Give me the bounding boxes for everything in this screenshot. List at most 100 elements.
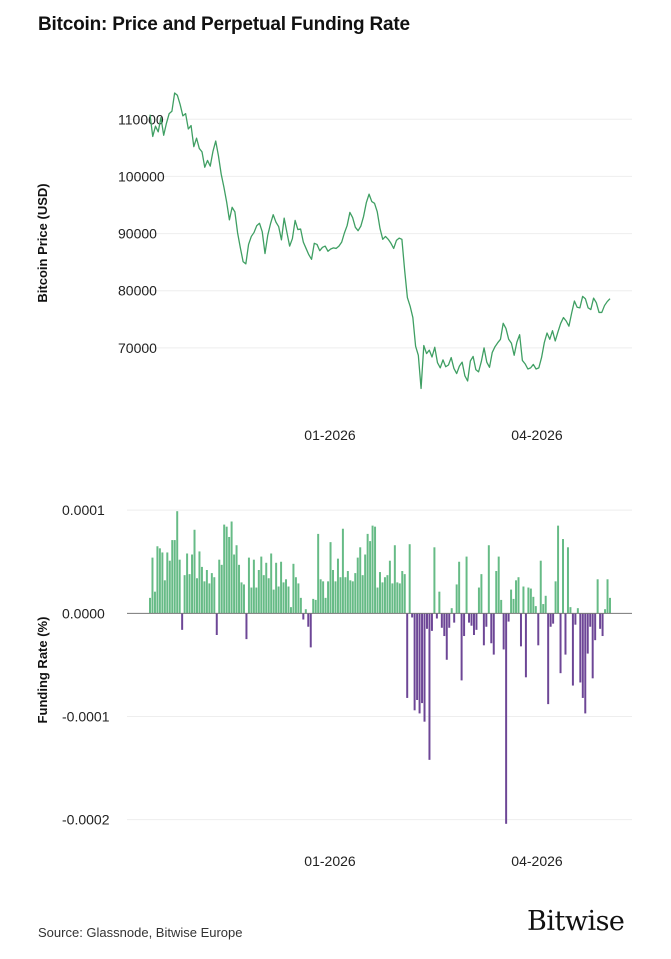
funding-bar-negative — [552, 613, 555, 624]
funding-bar-negative — [524, 613, 527, 678]
funding-bar-positive — [517, 577, 520, 614]
funding-bar-negative — [599, 613, 602, 629]
funding-bar-positive — [576, 608, 579, 614]
funding-bar-negative — [549, 613, 552, 627]
funding-bar-negative — [416, 613, 419, 700]
funding-bar-negative — [430, 613, 433, 631]
funding-bar-positive — [161, 552, 164, 614]
funding-bar-positive — [359, 547, 362, 614]
funding-bar-positive — [168, 560, 171, 614]
funding-bar-negative — [502, 613, 505, 650]
funding-bar-negative — [448, 613, 451, 628]
funding-bar-positive — [183, 575, 186, 614]
funding-bar-positive — [349, 580, 352, 614]
funding-bar-positive — [213, 577, 216, 614]
price-y-tick-label: 70000 — [118, 340, 157, 356]
funding-bar-positive — [267, 578, 270, 614]
funding-bar-positive — [151, 557, 154, 614]
funding-bar-negative — [443, 613, 446, 637]
funding-bar-positive — [500, 599, 503, 614]
source-note: Source: Glassnode, Bitwise Europe — [38, 925, 243, 940]
funding-bar-positive — [510, 589, 513, 614]
funding-bar-negative — [505, 613, 508, 824]
funding-bar-positive — [609, 597, 611, 614]
funding-bar-positive — [191, 554, 194, 614]
funding-bar-positive — [512, 598, 515, 614]
funding-bar-positive — [356, 557, 359, 614]
chart-title: Bitcoin: Price and Perpetual Funding Rat… — [38, 14, 410, 35]
price-y-axis-label: Bitcoin Price (USD) — [35, 183, 50, 302]
funding-bar-positive — [450, 608, 453, 614]
funding-bar-positive — [374, 526, 377, 614]
funding-bar-positive — [391, 583, 394, 614]
funding-bar-negative — [418, 613, 421, 714]
funding-bar-positive — [280, 561, 283, 614]
funding-bar-positive — [235, 545, 238, 614]
funding-bar-positive — [566, 547, 569, 614]
funding-bar-negative — [470, 613, 473, 626]
funding-bar-negative — [463, 613, 466, 637]
funding-bar-positive — [163, 580, 166, 614]
price-y-tick-label: 110000 — [118, 111, 164, 127]
funding-y-tick-label: 0.0000 — [62, 605, 105, 621]
funding-bar-negative — [492, 613, 495, 655]
funding-bar-positive — [176, 511, 179, 614]
funding-bar-positive — [272, 589, 275, 614]
funding-bar-positive — [312, 598, 315, 614]
funding-bar-negative — [435, 613, 438, 619]
price-series-line — [149, 92, 611, 390]
price-x-tick-label: 01-2026 — [304, 427, 356, 443]
funding-bar-negative — [507, 613, 510, 622]
funding-bar-positive — [255, 587, 258, 614]
funding-bar-negative — [490, 613, 493, 644]
funding-bar-positive — [369, 541, 372, 614]
funding-bar-positive — [299, 597, 302, 614]
funding-bar-positive — [336, 558, 339, 614]
funding-bar-positive — [171, 540, 174, 614]
funding-y-tick-label: -0.0001 — [62, 709, 110, 725]
funding-bar-negative — [594, 613, 597, 641]
funding-bar-positive — [188, 574, 191, 614]
funding-bar-positive — [319, 579, 322, 614]
funding-bar-negative — [426, 613, 428, 629]
funding-bar-negative — [453, 613, 456, 623]
funding-y-tick-label: -0.0002 — [62, 812, 110, 828]
funding-bar-positive — [260, 556, 263, 614]
funding-bar-positive — [240, 582, 243, 614]
funding-bar-positive — [534, 606, 537, 614]
funding-bar-positive — [178, 559, 181, 614]
funding-bar-positive — [334, 581, 337, 614]
funding-bar-positive — [158, 548, 161, 614]
funding-bar-positive — [455, 584, 458, 614]
funding-bar-positive — [220, 564, 223, 614]
funding-bar-positive — [354, 573, 357, 614]
funding-bar-positive — [314, 599, 317, 614]
funding-bar-positive — [265, 562, 268, 614]
bitwise-logo: Bitwise — [527, 906, 625, 937]
funding-bar-positive — [262, 575, 265, 614]
funding-bar-positive — [332, 570, 334, 614]
funding-bar-positive — [364, 554, 367, 614]
funding-bar-positive — [250, 587, 253, 614]
funding-bar-negative — [309, 613, 312, 648]
funding-bar-negative — [440, 613, 443, 628]
funding-bar-negative — [482, 613, 485, 646]
funding-bar-negative — [537, 613, 540, 646]
funding-bar-negative — [413, 613, 416, 711]
funding-y-axis-label: Funding Rate (%) — [35, 617, 50, 724]
funding-bar-positive — [381, 582, 384, 614]
funding-bar-positive — [606, 579, 609, 614]
funding-bar-negative — [307, 613, 310, 627]
funding-bar-positive — [203, 581, 206, 614]
funding-bar-negative — [586, 613, 589, 654]
funding-bar-negative — [559, 613, 562, 674]
funding-bar-positive — [228, 536, 231, 614]
funding-bar-negative — [485, 613, 488, 627]
funding-bar-positive — [438, 591, 441, 614]
funding-bar-positive — [458, 561, 461, 614]
funding-bar-negative — [302, 613, 305, 620]
funding-bar-positive — [218, 559, 221, 614]
funding-bar-positive — [371, 525, 374, 614]
funding-bar-positive — [327, 581, 330, 614]
